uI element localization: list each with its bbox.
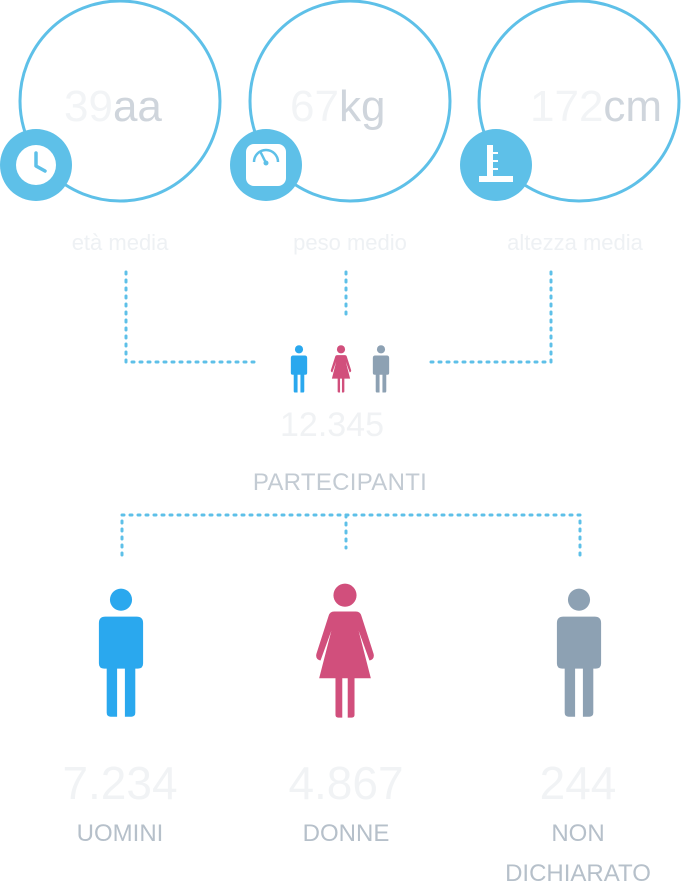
metric-number: 172 [530, 82, 604, 131]
undeclared-count: 244 [539, 757, 617, 809]
metric-value-weight: 67kg [290, 82, 385, 132]
men-count: 7.234 [62, 757, 178, 809]
small-man-icon [290, 345, 308, 393]
women-label: DONNE [302, 820, 390, 847]
metric-label-age: età media [71, 230, 169, 255]
clock-badge [0, 129, 72, 201]
scale-icon [246, 144, 286, 186]
women-count: 4.867 [288, 757, 404, 809]
undeclared-label: NON DICHIARATO [505, 820, 651, 887]
metric-unit: cm [603, 82, 663, 131]
connector-bottom [120, 513, 582, 557]
metric-unit: kg [338, 82, 386, 131]
metric-value-age: 39aa [64, 82, 162, 132]
metric-number: 67 [290, 82, 339, 131]
participants-total: 12.345 [280, 406, 384, 444]
metric-rings [18, 0, 681, 203]
person-icon [556, 588, 602, 717]
small-woman-icon [330, 345, 352, 393]
metric-unit: aa [112, 82, 162, 131]
metric-ring-weight [248, 0, 452, 203]
scale-badge [230, 129, 302, 201]
clock-icon [16, 145, 56, 185]
metric-label-height: altezza media [507, 230, 643, 255]
small-person-icon [372, 345, 390, 393]
participants-label: PARTECIPANTI [252, 469, 428, 496]
metric-ring-age [18, 0, 222, 203]
connector-top [124, 270, 553, 364]
men-label: UOMINI [76, 820, 164, 847]
metric-label-weight: peso medio [293, 230, 407, 255]
height-icon [479, 145, 513, 182]
height-badge [460, 129, 532, 201]
metric-number: 39 [64, 82, 113, 131]
woman-icon [316, 583, 374, 718]
man-icon [98, 588, 144, 717]
metric-value-height: 172cm [530, 82, 662, 132]
metric-ring-height [477, 0, 681, 203]
